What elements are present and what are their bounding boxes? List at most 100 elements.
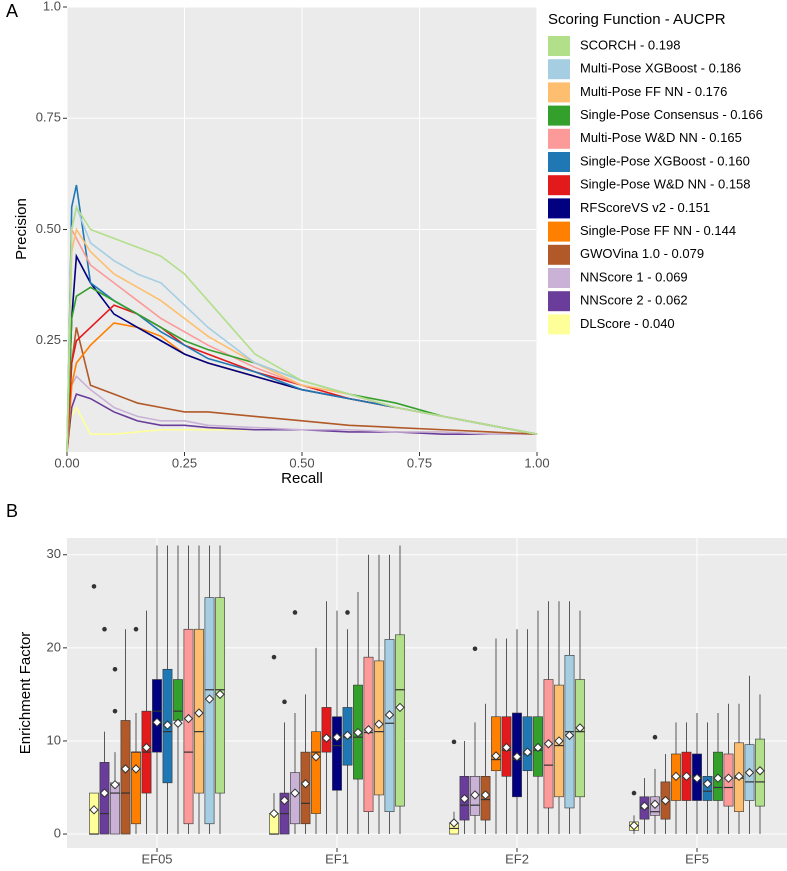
outlier bbox=[133, 626, 139, 632]
mean-marker bbox=[650, 799, 660, 809]
pr-curve bbox=[66, 205, 538, 453]
box bbox=[120, 720, 131, 835]
mean-marker bbox=[162, 720, 173, 730]
box bbox=[152, 679, 162, 753]
pr-curve bbox=[66, 393, 537, 453]
mean-marker bbox=[395, 702, 405, 713]
outlier bbox=[271, 654, 277, 660]
legend-swatch bbox=[548, 36, 570, 56]
mean-marker bbox=[342, 730, 353, 741]
legend-swatch bbox=[548, 59, 570, 80]
legend-label: Single-Pose Consensus - 0.166 bbox=[580, 107, 763, 122]
box bbox=[290, 772, 300, 825]
outlier bbox=[292, 610, 298, 615]
y-tick-label: 0.25 bbox=[36, 332, 61, 347]
pr-curve bbox=[66, 375, 537, 453]
legend-swatch bbox=[548, 175, 570, 196]
mean-marker bbox=[279, 795, 290, 806]
outlier bbox=[282, 699, 287, 705]
legend-label: SCORCH - 0.198 bbox=[580, 37, 680, 52]
mean-marker bbox=[470, 790, 480, 800]
mean-marker bbox=[120, 764, 131, 774]
legend-label: DLScore - 0.040 bbox=[580, 316, 675, 331]
mean-marker bbox=[204, 694, 215, 704]
x-tick-label: EF5 bbox=[685, 851, 709, 866]
box bbox=[110, 782, 120, 835]
mean-marker bbox=[755, 766, 765, 776]
legend-swatch bbox=[548, 128, 570, 149]
y-tick-label: 10 bbox=[47, 732, 61, 747]
mean-marker bbox=[512, 752, 522, 762]
x-tick-label: EF1 bbox=[325, 851, 349, 866]
box bbox=[395, 634, 405, 807]
outlier bbox=[451, 739, 457, 745]
mean-marker bbox=[681, 771, 692, 782]
box bbox=[131, 751, 141, 825]
legend-swatch bbox=[548, 314, 570, 335]
x-tick-label: EF05 bbox=[141, 851, 172, 866]
outlier bbox=[112, 708, 118, 714]
legend-label: Multi-Pose XGBoost - 0.186 bbox=[580, 61, 741, 76]
mean-marker bbox=[533, 742, 543, 753]
y-tick-label: 30 bbox=[47, 546, 61, 561]
outlier bbox=[112, 666, 118, 672]
mean-marker bbox=[629, 820, 639, 831]
mean-marker bbox=[311, 752, 321, 762]
mean-marker bbox=[543, 739, 554, 749]
mean-marker bbox=[269, 808, 279, 819]
legend-swatch bbox=[548, 152, 570, 172]
legend-swatch bbox=[548, 221, 570, 242]
outlier bbox=[102, 626, 107, 632]
y-tick-label: 1.0 bbox=[43, 0, 61, 13]
box bbox=[332, 716, 342, 791]
x-tick-label: 0.00 bbox=[54, 455, 79, 470]
outlier bbox=[652, 734, 658, 740]
x-tick-label: 1.00 bbox=[524, 455, 549, 470]
y-tick-label: 20 bbox=[47, 639, 61, 654]
legend-label: Single-Pose W&D NN - 0.158 bbox=[580, 177, 751, 192]
outlier bbox=[631, 790, 637, 796]
mean-marker bbox=[660, 795, 671, 806]
mean-marker bbox=[332, 732, 342, 742]
x-tick-label: 0.50 bbox=[289, 455, 314, 470]
pr-curve bbox=[66, 327, 538, 453]
legend-label: RFScoreVS v2 - 0.151 bbox=[580, 200, 710, 215]
box bbox=[173, 679, 183, 721]
outlier bbox=[345, 610, 350, 615]
outlier bbox=[472, 646, 478, 652]
y-tick-label: 0.50 bbox=[36, 221, 61, 236]
mean-marker bbox=[522, 747, 533, 757]
y-axis-label: Precision bbox=[13, 198, 30, 260]
legend-label: Multi-Pose W&D NN - 0.165 bbox=[580, 130, 742, 145]
legend-swatch bbox=[548, 198, 570, 219]
legend-label: GWOVina 1.0 - 0.079 bbox=[580, 246, 704, 261]
mean-marker bbox=[131, 764, 141, 774]
mean-marker bbox=[353, 727, 363, 738]
x-axis-label: Recall bbox=[281, 470, 323, 487]
mean-marker bbox=[99, 788, 110, 798]
box bbox=[575, 679, 585, 798]
box bbox=[99, 762, 110, 835]
y-tick-label: 0.75 bbox=[36, 110, 61, 125]
mean-marker bbox=[702, 779, 713, 789]
mean-marker bbox=[501, 742, 512, 753]
box bbox=[183, 628, 194, 825]
box bbox=[204, 597, 215, 825]
mean-marker bbox=[554, 736, 564, 746]
mean-marker bbox=[194, 708, 204, 718]
mean-marker bbox=[480, 790, 491, 800]
legend-swatch bbox=[548, 291, 570, 312]
legend-swatch bbox=[548, 82, 570, 103]
mean-marker bbox=[671, 771, 681, 782]
pr-curve bbox=[66, 286, 538, 453]
mean-marker bbox=[639, 801, 650, 811]
x-tick-label: EF2 bbox=[505, 851, 529, 866]
mean-marker bbox=[713, 773, 723, 783]
box bbox=[384, 639, 395, 812]
legend-label: Multi-Pose FF NN - 0.176 bbox=[580, 84, 727, 99]
y-axis-label: Enrichment Factor bbox=[17, 632, 34, 755]
outlier bbox=[91, 584, 97, 589]
mean-marker bbox=[459, 793, 470, 804]
legend-label: Single-Pose XGBoost - 0.160 bbox=[580, 153, 750, 168]
